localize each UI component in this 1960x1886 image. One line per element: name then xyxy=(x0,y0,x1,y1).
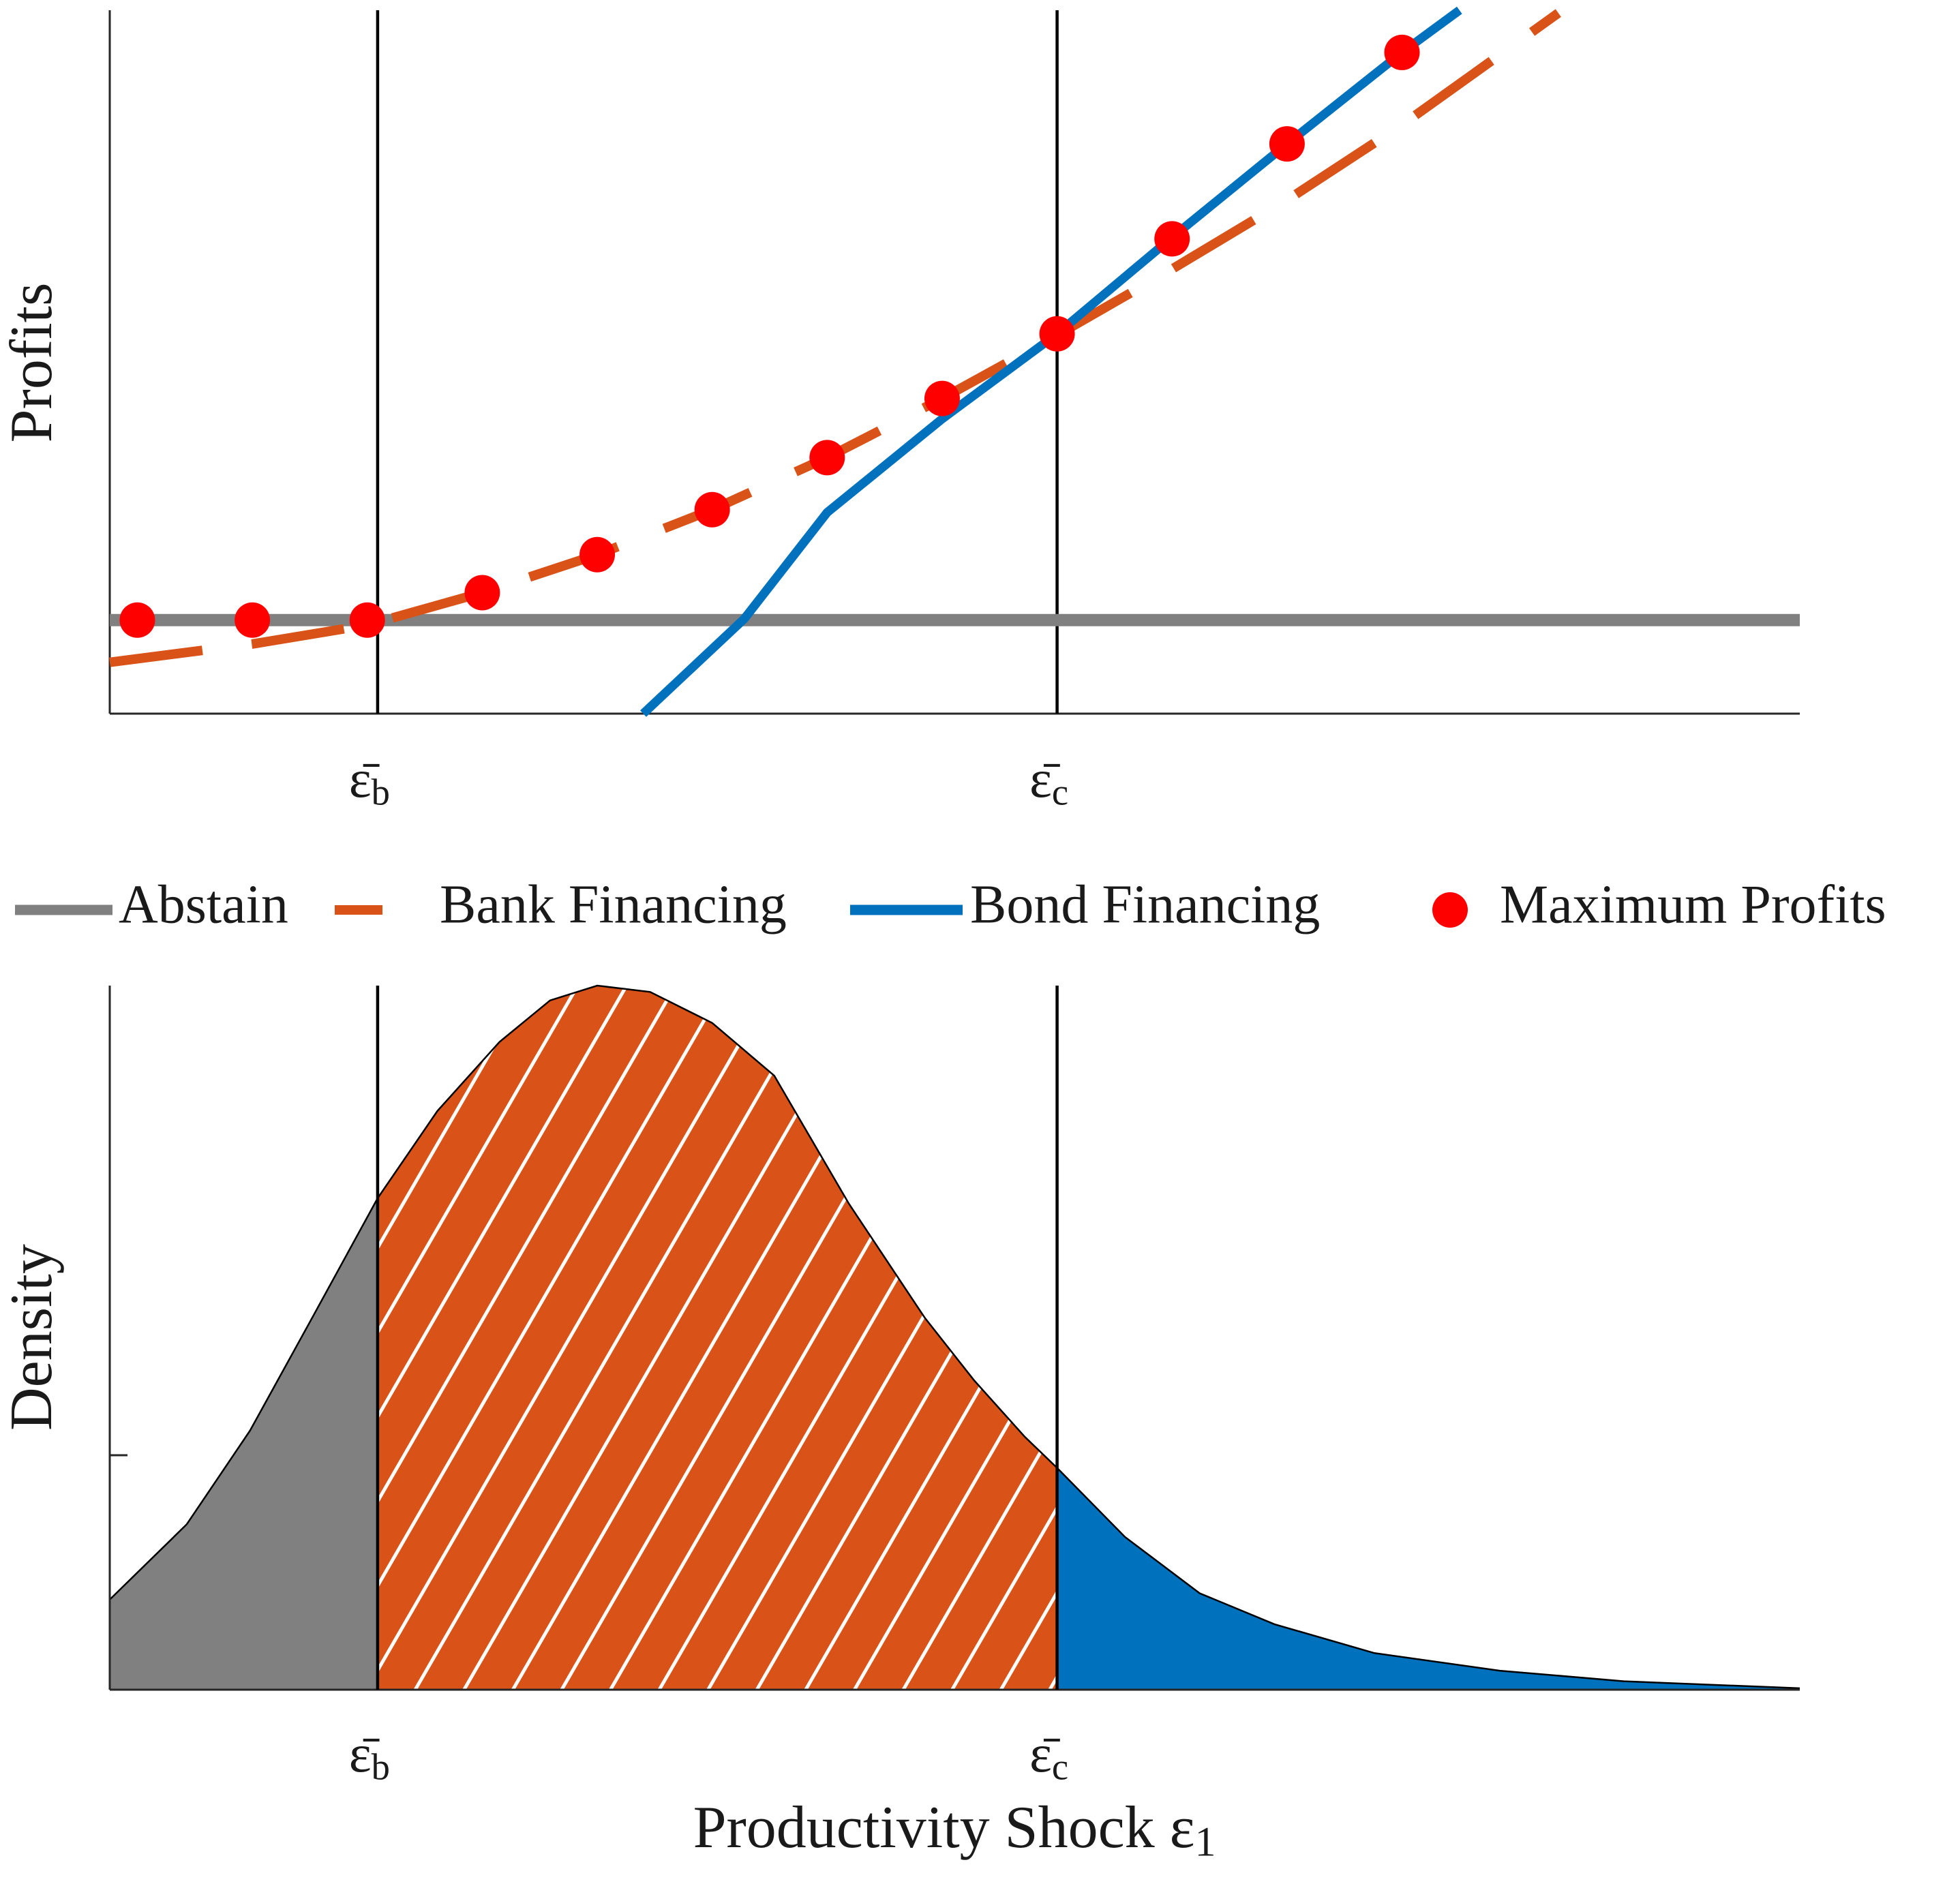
x-tick-label: ε̄c xyxy=(1029,1724,1068,1787)
max-profit-dot xyxy=(1154,221,1190,257)
max-profit-dot xyxy=(924,380,960,416)
x-tick-label: ε̄c xyxy=(1029,749,1068,812)
y-axis-label: Density xyxy=(0,1244,65,1431)
max-profit-dot xyxy=(694,491,730,528)
max-profit-dot xyxy=(809,440,845,476)
profit-line xyxy=(109,9,1561,667)
max-profit-dot xyxy=(579,536,616,573)
y-axis-label: Profits xyxy=(0,283,65,443)
profit-line xyxy=(640,6,1462,717)
max-profit-dot xyxy=(119,602,155,638)
max-profit-dot xyxy=(1384,34,1420,70)
max-profit-dot xyxy=(464,575,500,611)
density-curve xyxy=(109,984,1800,1690)
legend-marker xyxy=(1432,892,1468,928)
max-profit-dot xyxy=(1039,316,1075,352)
legend-label: Maximum Profits xyxy=(1500,874,1886,934)
density-region xyxy=(1057,1467,1800,1690)
x-tick-label: ε̄b xyxy=(349,749,390,812)
density-hatch xyxy=(377,986,1057,1690)
max-profit-dot xyxy=(235,602,271,638)
legend-label: Bank Financing xyxy=(440,874,787,934)
legend-label: Abstain xyxy=(119,874,288,934)
legend-label: Bond Financing xyxy=(970,874,1320,934)
x-axis-label: Productivity Shock ε1 xyxy=(693,1795,1216,1865)
max-profit-dot xyxy=(349,602,385,638)
x-tick-label: ε̄b xyxy=(349,1724,390,1787)
max-profit-dot xyxy=(1269,126,1305,162)
